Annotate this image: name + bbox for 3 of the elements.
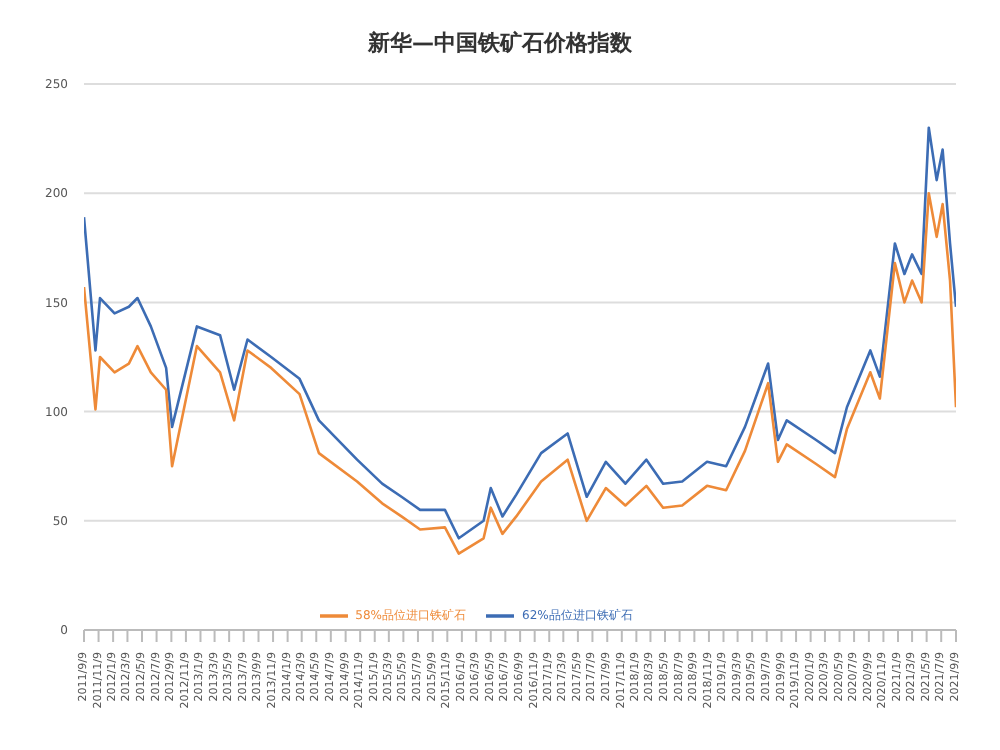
line-series [84,191,956,555]
chart-title: 新华—中国铁矿石价格指数 [366,28,634,60]
line-series [84,126,956,540]
